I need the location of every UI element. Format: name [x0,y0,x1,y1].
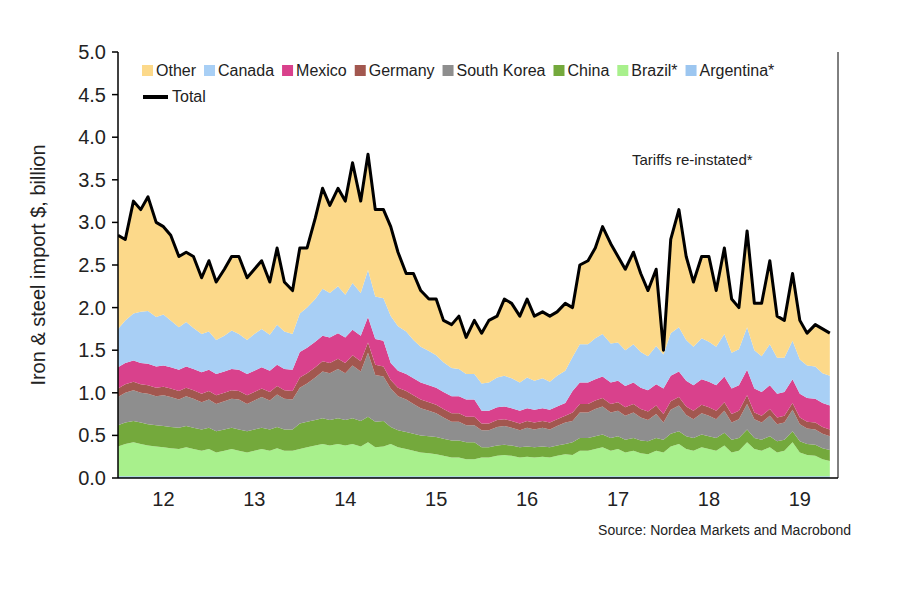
y-tick-label: 0.5 [78,424,106,446]
y-tick-label: 4.0 [78,126,106,148]
legend-swatch [143,95,168,99]
legend-item: Germany [355,62,435,79]
x-tick-label: 12 [152,488,174,510]
legend-label: Other [156,62,197,79]
x-tick-label: 14 [334,488,356,510]
x-tick-label: 16 [516,488,538,510]
y-tick [112,435,118,437]
y-tick-label: 1.5 [78,339,106,361]
y-tick [112,349,118,351]
x-tick-label: 15 [425,488,447,510]
legend-item: South Korea [443,62,546,79]
legend-item: Canada [204,62,274,79]
y-tick-label: 0.0 [78,467,106,489]
legend-item: Total [143,88,206,105]
x-tick-label: 17 [607,488,629,510]
chart: 0.0 0.5 1.0 1.5 2.0 2.5 3.0 3.5 4.0 4.5 5.0 12 13 14 1… [0,0,900,597]
legend-swatch [443,65,454,76]
y-tick [112,179,118,181]
x-tick-label: 19 [789,488,811,510]
legend-item: Mexico [282,62,347,79]
y-tick [112,392,118,394]
plot-frame-right [838,52,839,478]
legend-item: Argentina* [686,62,775,79]
x-axis [118,477,838,479]
legend-label: Canada [218,62,274,79]
legend-item: Other [142,62,197,79]
y-tick-label: 4.5 [78,84,106,106]
y-tick-label: 5.0 [78,41,106,63]
annotation: Tariffs re-instated* [632,151,753,168]
legend-label: China [568,62,610,79]
legend-swatch [142,65,153,76]
legend-swatch [282,65,293,76]
y-tick-label: 1.0 [78,382,106,404]
legend-swatch [355,65,366,76]
legend-label: Mexico [296,62,347,79]
legend-label: Brazil* [631,62,677,79]
y-axis-label: Iron & steel import $, billion [27,144,49,385]
line-total [118,154,830,350]
y-tick [112,51,118,53]
y-tick [112,222,118,224]
legend-label: Total [172,88,206,105]
y-tick [112,307,118,309]
legend-swatch [686,65,697,76]
source: Source: Nordea Markets and Macrobond [598,522,851,538]
y-tick-label: 2.5 [78,254,106,276]
legend-item: China [554,62,610,79]
legend-label: South Korea [457,62,546,79]
legend-swatch [204,65,215,76]
x-tick-label: 18 [698,488,720,510]
y-tick-label: 2.0 [78,297,106,319]
legend-label: Argentina* [700,62,775,79]
legend-swatch [554,65,565,76]
y-tick [112,94,118,96]
y-tick [112,136,118,138]
legend-swatch [617,65,628,76]
plot-area [118,154,830,478]
y-tick [112,477,118,479]
y-tick-label: 3.5 [78,169,106,191]
y-tick [112,264,118,266]
y-tick-label: 3.0 [78,211,106,233]
x-tick-label: 13 [243,488,265,510]
legend-item: Brazil* [617,62,677,79]
area-other [118,154,830,383]
legend-label: Germany [369,62,435,79]
